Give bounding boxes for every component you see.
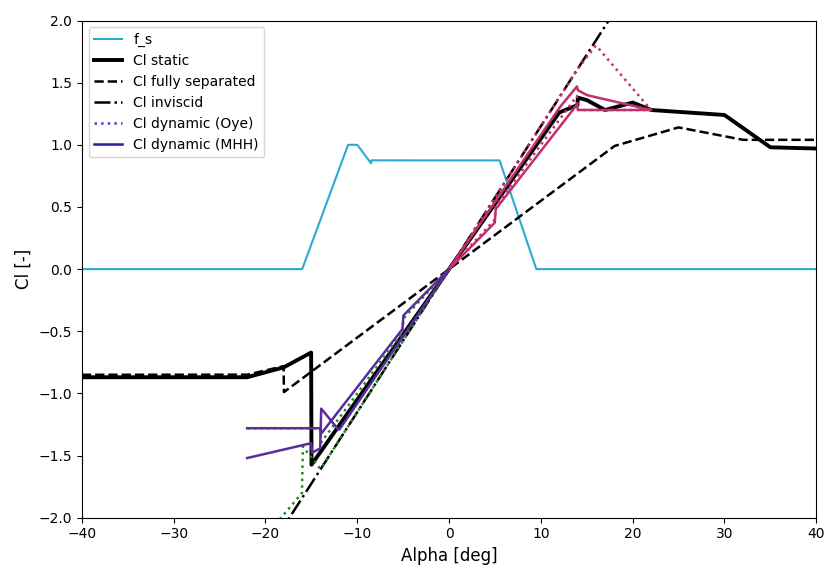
Cl inviscid	[434, 281, 444, 288]
Cl static	[573, 94, 583, 101]
Cl static	[77, 374, 87, 380]
Line: Cl static: Cl static	[82, 97, 816, 465]
Cl inviscid	[414, 311, 424, 318]
Cl fully separated	[790, 136, 801, 143]
Cl static	[307, 461, 317, 468]
Cl static	[434, 280, 444, 287]
Line: f_s: f_s	[82, 145, 816, 269]
f_s	[790, 266, 801, 273]
Y-axis label: Cl [-]: Cl [-]	[15, 249, 33, 289]
f_s	[415, 157, 425, 164]
f_s	[790, 266, 800, 273]
f_s	[434, 157, 444, 164]
f_s	[114, 266, 124, 273]
Cl static	[656, 107, 666, 114]
Cl fully separated	[674, 124, 684, 131]
Cl fully separated	[790, 136, 801, 143]
Legend: f_s, Cl static, Cl fully separated, Cl inviscid, Cl dynamic (Oye), Cl dynamic (M: f_s, Cl static, Cl fully separated, Cl i…	[89, 27, 265, 157]
Cl fully separated	[434, 273, 444, 280]
Cl static	[811, 145, 822, 152]
Cl static	[415, 307, 425, 314]
Cl fully separated	[114, 371, 124, 378]
Cl static	[790, 144, 801, 151]
Line: Cl fully separated: Cl fully separated	[82, 128, 816, 392]
Line: Cl inviscid: Cl inviscid	[82, 0, 816, 580]
f_s	[344, 142, 354, 148]
Cl fully separated	[77, 371, 87, 378]
Cl fully separated	[415, 287, 425, 294]
Cl fully separated	[811, 136, 822, 143]
f_s	[655, 266, 665, 273]
f_s	[811, 266, 822, 273]
Cl static	[114, 374, 124, 380]
Cl fully separated	[279, 389, 289, 396]
Cl static	[790, 144, 801, 151]
Cl fully separated	[655, 129, 665, 136]
f_s	[77, 266, 87, 273]
X-axis label: Alpha [deg]: Alpha [deg]	[401, 547, 497, 565]
